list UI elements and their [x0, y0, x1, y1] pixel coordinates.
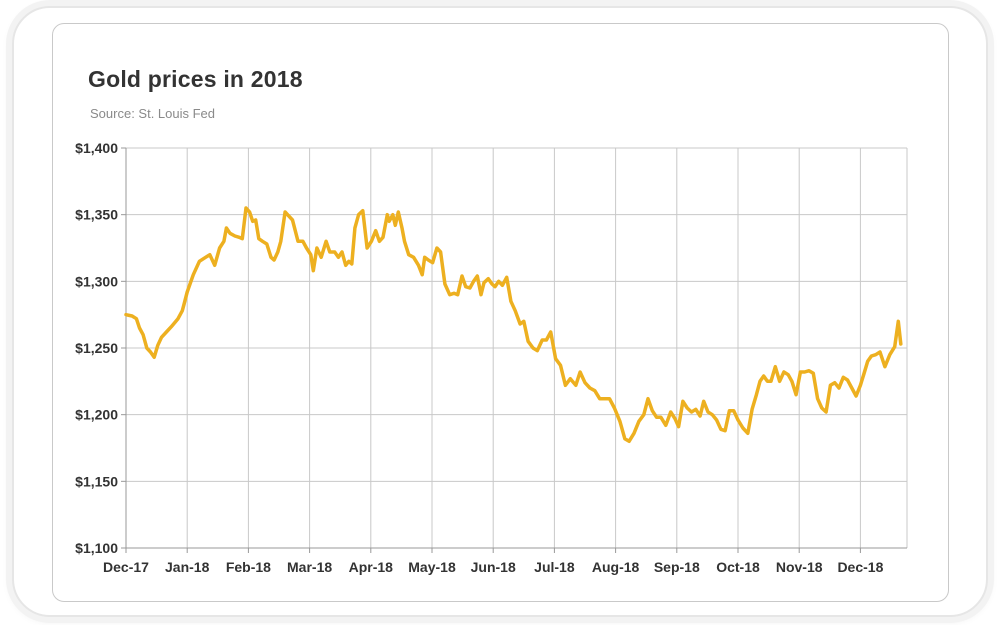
gold-price-line: [124, 206, 903, 444]
chart-title: Gold prices in 2018: [88, 66, 303, 92]
x-tick-label: Dec-18: [837, 559, 883, 575]
x-tick-label: Jul-18: [534, 559, 575, 575]
y-tick-label: $1,200: [75, 407, 118, 423]
x-tick-label: Nov-18: [776, 559, 823, 575]
x-tick-label: Jan-18: [165, 559, 210, 575]
y-tick-label: $1,400: [75, 140, 118, 156]
y-tick-label: $1,350: [75, 207, 118, 223]
x-tick-label: May-18: [408, 559, 456, 575]
x-tick-label: Apr-18: [349, 559, 394, 575]
grid-layer: [125, 147, 908, 549]
y-tick-label: $1,250: [75, 340, 118, 356]
x-tick-label: Mar-18: [287, 559, 332, 575]
x-tick-label: Aug-18: [592, 559, 640, 575]
y-tick-label: $1,300: [75, 273, 118, 289]
y-tick-label: $1,150: [75, 473, 118, 489]
x-tick-label: Feb-18: [226, 559, 271, 575]
y-tick-label: $1,100: [75, 540, 118, 556]
x-tick-label: Jun-18: [471, 559, 516, 575]
x-tick-label: Dec-17: [103, 559, 149, 575]
chart-subtitle: Source: St. Louis Fed: [90, 106, 216, 121]
series-layer: [124, 206, 903, 444]
label-layer: $1,100 $1,150 $1,200 $1,250 $1,300 $1,350 $1,4…: [75, 140, 883, 575]
x-tick-label: Oct-18: [716, 559, 760, 575]
x-tick-label: Sep-18: [654, 559, 700, 575]
axis-layer: [121, 147, 907, 553]
